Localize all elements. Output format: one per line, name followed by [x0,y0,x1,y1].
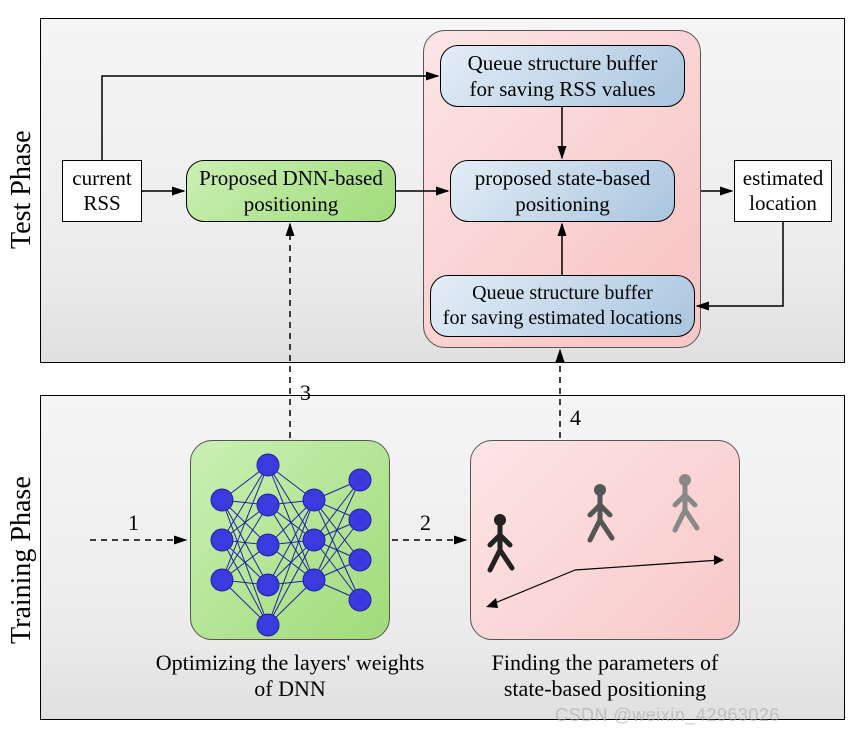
edge-label-2: 2 [420,510,431,536]
queue-rss-line1: Queue structure buffer [468,50,658,76]
current-rss-line2: RSS [83,191,120,216]
queue-loc-line1: Queue structure buffer [472,281,653,306]
edge-label-4: 4 [570,405,581,431]
nn-caption-line2: of DNN [254,676,326,701]
queue-loc-node: Queue structure buffer for saving estima… [430,275,695,337]
queue-loc-line2: for saving estimated locations [443,306,682,331]
est-loc-line1: estimated [743,166,823,191]
state-caption: Finding the parameters of state-based po… [470,650,740,703]
watermark-text: CSDN @weixin_42963026 [555,705,780,726]
state-positioning-node: proposed state-based positioning [450,160,675,222]
current-rss-line1: current [72,166,131,191]
estimated-location-box: estimated location [734,160,832,222]
nn-caption-line1: Optimizing the layers' weights [156,650,425,675]
diagram-root: Test Phase Training Phase current RSS Pr… [0,0,856,738]
state-region [470,440,740,640]
state-pos-line2: positioning [515,191,610,217]
queue-rss-node: Queue structure buffer for saving RSS va… [440,45,685,107]
state-caption-line2: state-based positioning [504,676,706,701]
edge-label-1: 1 [128,510,139,536]
state-pos-line1: proposed state-based [475,165,651,191]
dnn-pos-line2: positioning [244,191,339,217]
current-rss-box: current RSS [62,160,142,222]
dnn-positioning-node: Proposed DNN-based positioning [186,160,396,222]
est-loc-line2: location [749,191,817,216]
nn-region [190,440,390,640]
training-phase-label: Training Phase [6,460,38,660]
state-caption-line1: Finding the parameters of [492,650,719,675]
queue-rss-line2: for saving RSS values [469,76,655,102]
nn-caption: Optimizing the layers' weights of DNN [150,650,430,703]
edge-label-3: 3 [300,380,311,406]
test-phase-label: Test Phase [6,100,38,280]
dnn-pos-line1: Proposed DNN-based [199,165,383,191]
